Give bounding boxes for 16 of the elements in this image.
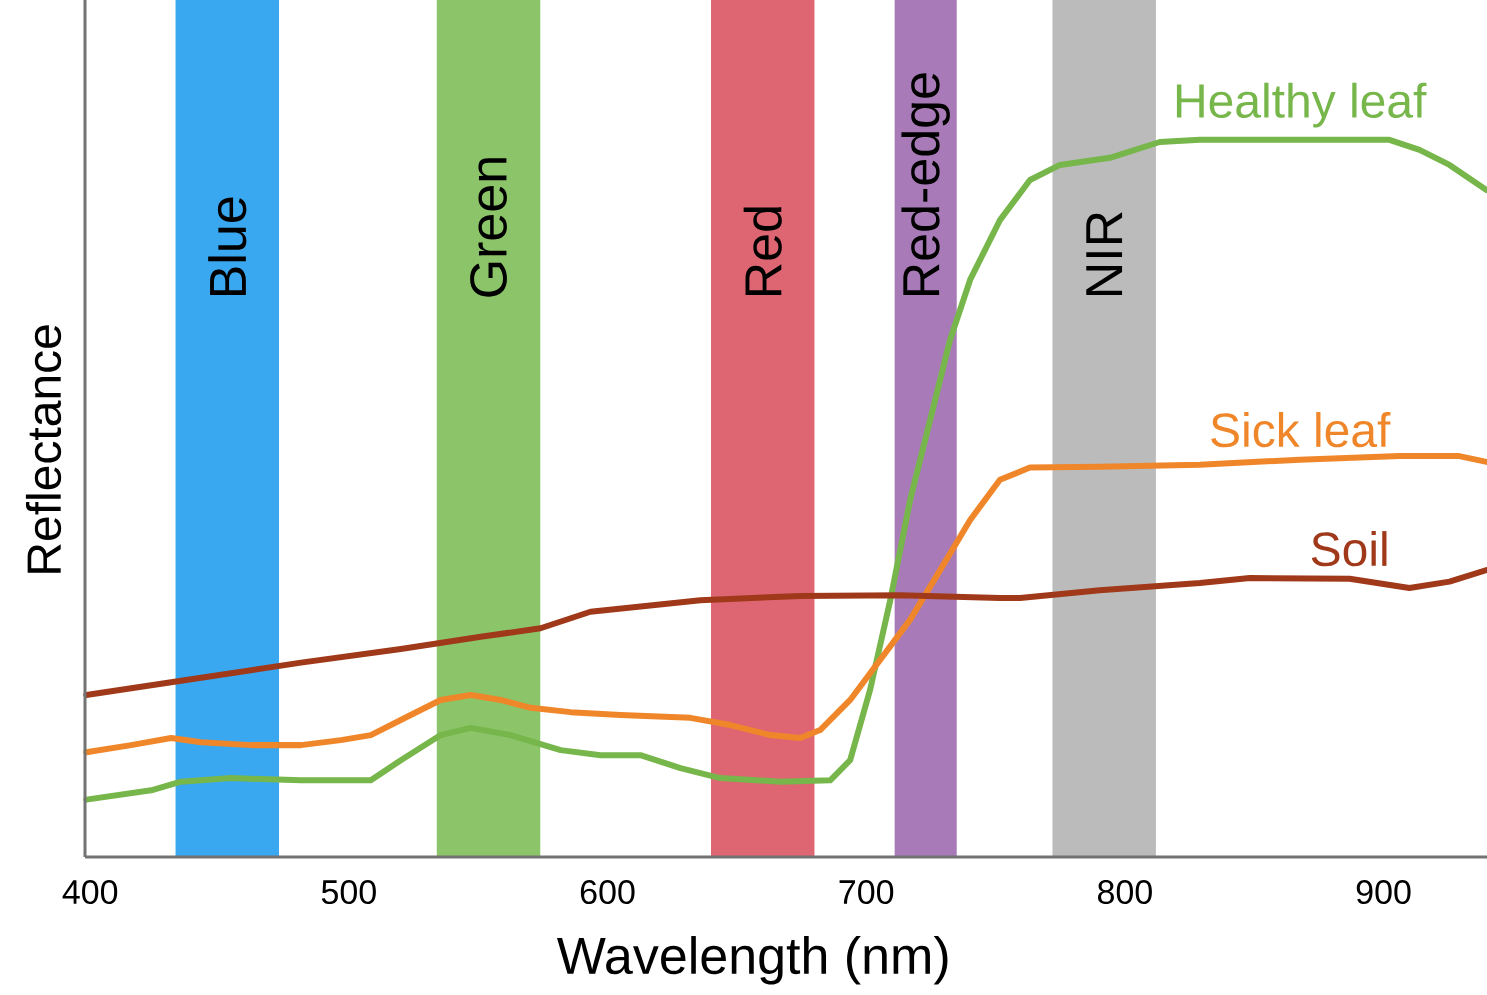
x-tick-label: 900 bbox=[1356, 880, 1411, 905]
band-label: Green bbox=[470, 158, 507, 297]
x-tick-label: 600 bbox=[580, 880, 635, 905]
band-label: Red-edge bbox=[901, 73, 950, 296]
series-label: Healthy leaf bbox=[1176, 82, 1427, 128]
y-axis-title: Reflectance bbox=[25, 325, 62, 573]
band-label: NIR bbox=[1086, 212, 1123, 296]
x-tick-label: 500 bbox=[321, 880, 376, 905]
x-tick-label: 700 bbox=[839, 880, 894, 905]
x-tick-label: 400 bbox=[62, 880, 118, 905]
band-label: Blue bbox=[208, 197, 247, 296]
x-axis-title: Wavelength (nm) bbox=[556, 936, 948, 985]
series-label: Soil bbox=[1311, 531, 1387, 567]
series-label: Sick leaf bbox=[1211, 412, 1391, 448]
band-label: Red bbox=[743, 207, 782, 296]
x-tick-label: 800 bbox=[1097, 880, 1152, 905]
